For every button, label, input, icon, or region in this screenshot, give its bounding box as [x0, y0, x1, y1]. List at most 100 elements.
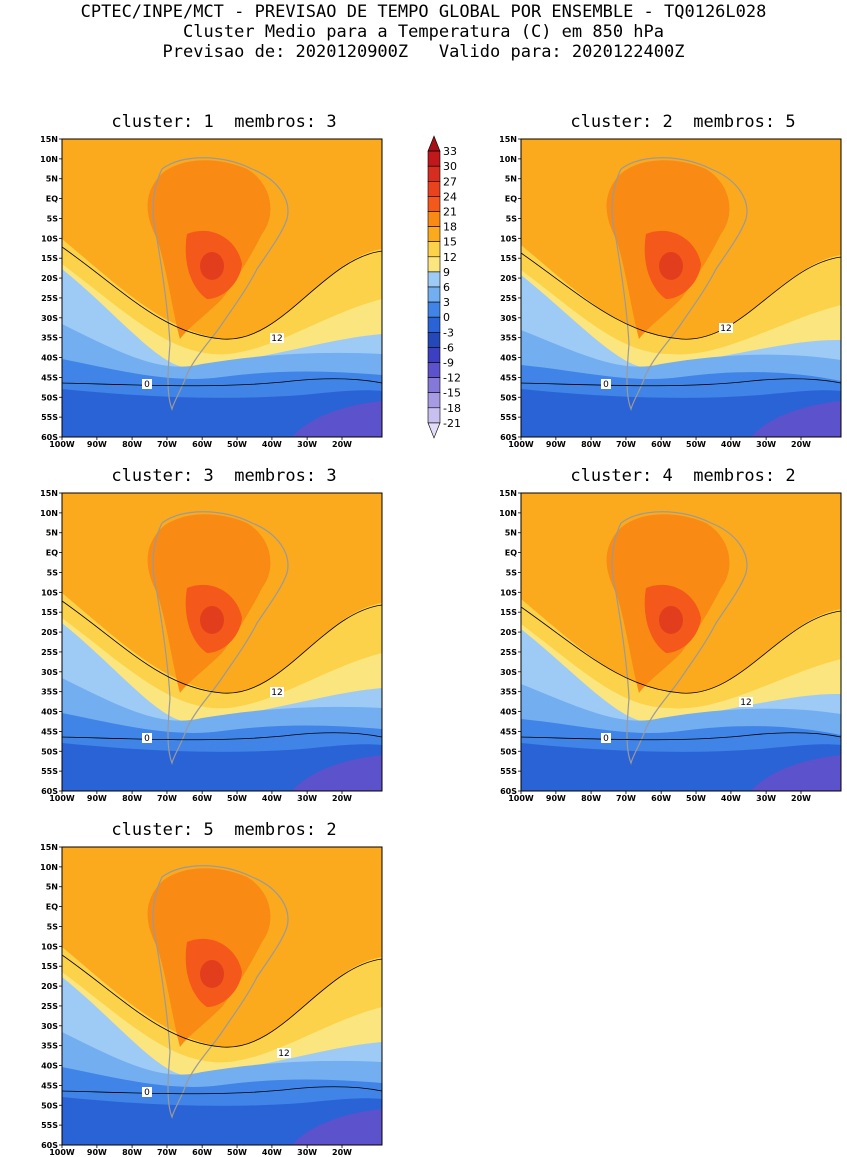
- lon-label: 70W: [157, 1148, 177, 1157]
- colorbar-label: 12: [443, 251, 457, 264]
- lat-label: 60S: [500, 433, 517, 442]
- colorbar-swatch: [427, 362, 441, 378]
- map-panel-3: 12 0 15N 10N 5N EQ 5S 10S 15S 20S 25S 30S 35S 40S 45S 5…: [40, 489, 383, 803]
- lat-label: 10N: [499, 509, 517, 518]
- lon-label: 50W: [686, 794, 706, 803]
- panel-frame: [61, 846, 383, 1146]
- colorbar-label: -9: [443, 357, 454, 370]
- lat-label: 5N: [505, 175, 517, 184]
- coastline: [611, 157, 748, 411]
- band-dark-blue: [62, 389, 382, 437]
- lat-label: 45S: [41, 727, 58, 736]
- contour-12: [62, 246, 382, 340]
- header-line-2: Cluster Medio para a Temperatura (C) em …: [182, 22, 665, 42]
- lat-label: 10S: [500, 234, 517, 243]
- lat-label: 25S: [41, 1002, 58, 1011]
- band-purple: [292, 1109, 382, 1145]
- lat-label: 10S: [41, 588, 58, 597]
- lat-label: 50S: [41, 1101, 58, 1110]
- lon-label: 80W: [122, 794, 142, 803]
- lon-label: 100W: [49, 440, 75, 449]
- contour-0: [62, 1086, 382, 1095]
- lat-label: 20S: [41, 274, 58, 283]
- colorbar-swatch: [427, 316, 441, 333]
- lon-label: 20W: [791, 440, 811, 449]
- max-core: [659, 606, 683, 634]
- band-purple: [751, 755, 841, 791]
- lat-label: 45S: [41, 1081, 58, 1090]
- lon-label: 90W: [546, 440, 566, 449]
- lat-label: 15N: [499, 135, 517, 144]
- lat-label: 5N: [46, 529, 58, 538]
- panel-frame: [61, 138, 383, 438]
- lat-label: 25S: [500, 648, 517, 657]
- lon-label: 50W: [227, 794, 247, 803]
- lat-label: 15N: [499, 489, 517, 498]
- contour-12: [521, 606, 841, 694]
- colorbar-label: 9: [443, 266, 450, 279]
- colorbar-label: 24: [443, 190, 457, 203]
- max-core: [200, 252, 224, 280]
- coastline: [152, 157, 289, 411]
- lat-label: 35S: [41, 688, 58, 697]
- lat-label: 5S: [47, 214, 59, 223]
- lat-label: 10N: [40, 863, 58, 872]
- lat-label: 15N: [40, 135, 58, 144]
- lon-label: 40W: [262, 794, 282, 803]
- lat-label: 20S: [500, 274, 517, 283]
- lat-label: 10N: [499, 155, 517, 164]
- lon-label: 70W: [616, 440, 636, 449]
- lon-label: 30W: [297, 1148, 317, 1157]
- header-line-1: CPTEC/INPE/MCT - PREVISAO DE TEMPO GLOBA…: [80, 2, 767, 22]
- contour-0: [62, 378, 382, 387]
- colorbar-swatch: [427, 271, 441, 288]
- lat-label: EQ: [505, 195, 517, 204]
- contour-label-0: 0: [144, 380, 150, 390]
- lat-label: 55S: [41, 1121, 58, 1130]
- lat-label: 5S: [506, 568, 518, 577]
- colorbar-label: 21: [443, 206, 457, 219]
- lat-label: 35S: [41, 334, 58, 343]
- lat-label: 10S: [500, 588, 517, 597]
- contour-label-12: 12: [271, 334, 282, 344]
- lat-label: 60S: [500, 787, 517, 796]
- lat-label: 55S: [41, 767, 58, 776]
- colorbar-label: -15: [443, 387, 461, 400]
- contour-label-12: 12: [740, 698, 751, 708]
- lat-label: EQ: [46, 195, 58, 204]
- band-purple: [751, 401, 841, 437]
- lat-label: 15N: [40, 489, 58, 498]
- lon-label: 80W: [122, 440, 142, 449]
- band-dark-blue: [521, 743, 841, 791]
- colorbar-label: -6: [443, 341, 454, 354]
- lat-label: 55S: [500, 413, 517, 422]
- colorbar-swatch: [427, 347, 441, 363]
- lon-label: 80W: [122, 1148, 142, 1157]
- lon-label: 70W: [616, 794, 636, 803]
- colorbar-label: 15: [443, 236, 457, 249]
- colorbar-swatch: [427, 407, 441, 424]
- lat-label: 45S: [500, 373, 517, 382]
- colorbar-swatch: [427, 226, 441, 243]
- coastline: [611, 511, 748, 765]
- colorbar-swatch: [427, 150, 441, 167]
- band-purple: [292, 755, 382, 791]
- lon-label: 60W: [192, 440, 212, 449]
- lat-label: 55S: [500, 767, 517, 776]
- contour-0: [521, 378, 841, 387]
- lat-label: 40S: [41, 1062, 58, 1071]
- lon-label: 30W: [756, 440, 776, 449]
- lon-label: 70W: [157, 440, 177, 449]
- band-dark-blue: [521, 389, 841, 437]
- lon-label: 60W: [651, 440, 671, 449]
- lat-label: 30S: [41, 314, 58, 323]
- lat-label: 40S: [41, 354, 58, 363]
- lat-label: 40S: [41, 708, 58, 717]
- colorbar-swatch: [427, 392, 441, 409]
- panel-frame: [520, 138, 842, 438]
- lat-label: 5N: [46, 175, 58, 184]
- lon-label: 90W: [546, 794, 566, 803]
- lat-label: 15S: [41, 962, 58, 971]
- lat-label: 55S: [41, 413, 58, 422]
- lat-label: 5S: [506, 214, 518, 223]
